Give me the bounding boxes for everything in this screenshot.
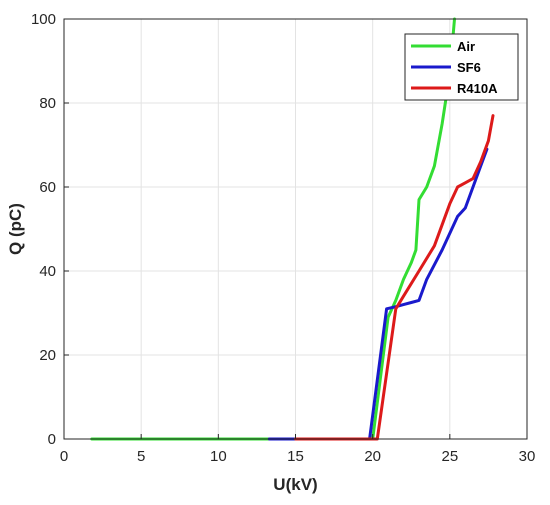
legend-label: Air	[457, 39, 475, 54]
x-tick-label: 25	[441, 448, 458, 465]
ticks: 0 5 10 15 20 25 30 0 20 40 60 80 100	[31, 11, 535, 465]
series-line-air	[90, 17, 456, 441]
y-axis-label: Q (pC)	[6, 203, 25, 255]
y-tick-label: 0	[48, 431, 56, 448]
x-axis-label: U(kV)	[273, 475, 317, 494]
y-tick-label: 40	[39, 263, 56, 280]
y-tick-label: 100	[31, 11, 56, 28]
x-tick-label: 10	[210, 448, 227, 465]
series-line-sf6	[267, 147, 489, 441]
legend: Air SF6 R410A	[404, 33, 519, 101]
y-tick-label: 60	[39, 179, 56, 196]
x-tick-label: 20	[364, 448, 381, 465]
x-tick-label: 5	[137, 448, 145, 465]
x-tick-label: 15	[287, 448, 304, 465]
legend-label: SF6	[457, 60, 481, 75]
series-line-r410a	[294, 114, 495, 441]
legend-label: R410A	[457, 81, 498, 96]
x-tick-label: 0	[60, 448, 68, 465]
x-tick-label: 30	[519, 448, 536, 465]
series-layer	[90, 17, 495, 441]
y-tick-label: 20	[39, 347, 56, 364]
y-tick-label: 80	[39, 95, 56, 112]
